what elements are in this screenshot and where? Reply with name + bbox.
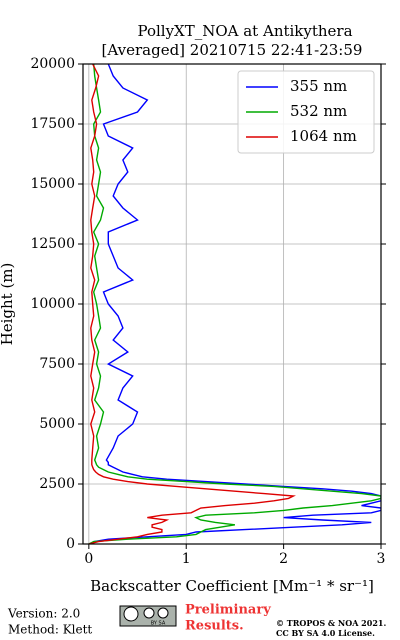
- copyright: © TROPOS & NOA 2021.: [276, 618, 386, 628]
- plot-frame: [82, 63, 382, 545]
- legend-label: 355 nm: [290, 77, 347, 95]
- notice: Preliminary: [185, 603, 271, 618]
- y-tick-label: 12500: [30, 236, 75, 252]
- badge-text: BY SA: [151, 621, 166, 627]
- legend-label: 1064 nm: [290, 127, 357, 145]
- plot-lines: [88, 64, 381, 544]
- y-tick-label: 10000: [30, 296, 75, 312]
- x-axis-label: Backscatter Coefficient [Mm⁻¹ * sr⁻¹]: [90, 577, 374, 595]
- legend-box: [237, 70, 375, 154]
- profile-line: [88, 64, 381, 544]
- license: CC BY SA 4.0 License.: [276, 628, 375, 638]
- method: Method: Klett: [8, 623, 92, 637]
- y-tick-label: 2500: [39, 476, 75, 492]
- y-tick-label: 7500: [39, 356, 75, 372]
- y-axis-label: Height (m): [0, 263, 16, 346]
- chart-subtitle: [Averaged] 20210715 22:41-23:59: [102, 41, 363, 59]
- x-tick-label: 3: [377, 551, 386, 567]
- y-tick-label: 0: [66, 536, 75, 552]
- y-tick-label: 20000: [30, 56, 75, 72]
- y-tick-label: 5000: [39, 416, 75, 432]
- y-tick-label: 15000: [30, 176, 75, 192]
- notice: Results.: [185, 619, 244, 634]
- profile-line: [90, 64, 381, 544]
- version: Version: 2.0: [7, 607, 80, 621]
- legend-label: 532 nm: [290, 102, 347, 120]
- profile-line: [88, 64, 296, 544]
- x-tick-label: 0: [84, 551, 93, 567]
- chart-title: PollyXT_NOA at Antikythera: [137, 22, 352, 40]
- x-tick-label: 1: [182, 551, 191, 567]
- y-tick-label: 17500: [30, 116, 75, 132]
- x-tick-label: 2: [279, 551, 288, 567]
- license-badge: BY SA: [119, 605, 177, 627]
